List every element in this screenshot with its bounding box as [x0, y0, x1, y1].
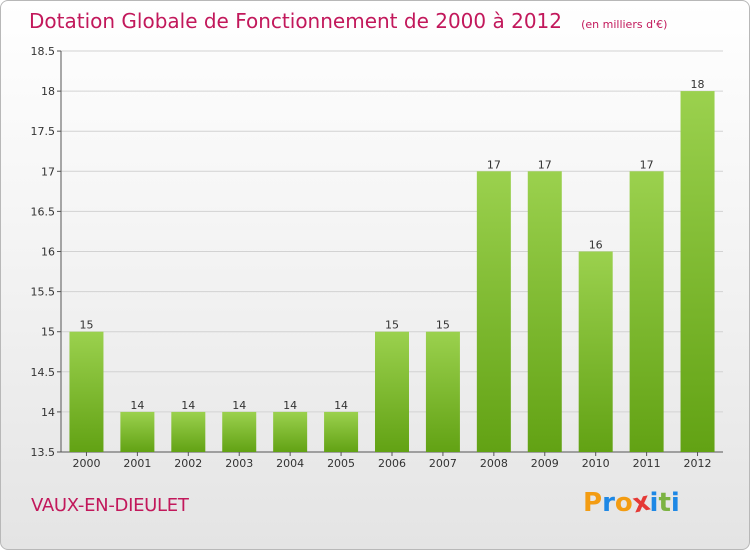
- location-name: VAUX-EN-DIEULET: [31, 495, 189, 516]
- bar-value-label: 14: [130, 399, 144, 412]
- bar-value-label: 18: [691, 78, 705, 91]
- logo-letter: t: [658, 488, 671, 518]
- proxiti-logo[interactable]: Proxiti: [583, 487, 680, 520]
- bar-value-label: 14: [232, 399, 246, 412]
- bar-2011: [629, 171, 664, 453]
- logo-letter: i: [649, 488, 659, 518]
- bar-value-label: 15: [436, 319, 450, 332]
- bar-2006: [375, 331, 409, 452]
- bar-value-label: 16: [589, 239, 603, 252]
- bar-value-label: 14: [334, 399, 348, 412]
- x-tick-label: 2004: [276, 457, 304, 470]
- bar-value-label: 17: [487, 158, 501, 171]
- logo-letter: P: [583, 488, 603, 518]
- y-tick-label: 15.5: [31, 286, 56, 299]
- logo-letter: i: [670, 488, 680, 518]
- logo-letter: o: [614, 488, 633, 518]
- bar-2007: [425, 331, 460, 452]
- x-tick-label: 2010: [582, 457, 610, 470]
- x-tick-label: 2007: [429, 457, 457, 470]
- y-tick-label: 13.5: [31, 446, 56, 459]
- bar-2005: [324, 411, 359, 452]
- bar-2002: [171, 411, 206, 452]
- x-tick-label: 2001: [123, 457, 151, 470]
- y-tick-label: 14: [41, 406, 55, 419]
- bar-2001: [120, 411, 155, 452]
- title-row: Dotation Globale de Fonctionnement de 20…: [29, 9, 667, 33]
- y-tick-label: 14.5: [31, 366, 56, 379]
- bar-2008: [476, 171, 511, 453]
- y-tick-label: 16.5: [31, 205, 56, 218]
- x-tick-label: 2009: [531, 457, 559, 470]
- chart-subtitle: (en milliers d'€): [581, 18, 668, 31]
- x-tick-label: 2002: [174, 457, 202, 470]
- y-tick-label: 18: [41, 85, 55, 98]
- x-tick-label: 2005: [327, 457, 355, 470]
- x-tick-label: 2012: [684, 457, 712, 470]
- y-tick-label: 16: [41, 246, 55, 259]
- bar-value-label: 14: [181, 399, 195, 412]
- y-tick-label: 15: [41, 326, 55, 339]
- bar-2003: [222, 411, 257, 452]
- bar-2004: [273, 411, 308, 452]
- bar-value-label: 17: [640, 158, 654, 171]
- x-tick-label: 2011: [633, 457, 661, 470]
- x-tick-label: 2000: [72, 457, 100, 470]
- x-tick-label: 2003: [225, 457, 253, 470]
- logo-letter: r: [602, 488, 615, 518]
- bar-value-label: 15: [79, 319, 93, 332]
- x-tick-label: 2006: [378, 457, 406, 470]
- bar-2010: [578, 251, 613, 452]
- chart-title: Dotation Globale de Fonctionnement de 20…: [29, 9, 562, 33]
- bar-value-label: 15: [385, 319, 399, 332]
- bar-2012: [680, 91, 715, 452]
- bar-2000: [69, 331, 104, 452]
- y-tick-label: 17.5: [31, 125, 56, 138]
- x-tick-label: 2008: [480, 457, 508, 470]
- y-tick-label: 18.5: [31, 45, 56, 58]
- bar-value-label: 17: [538, 158, 552, 171]
- y-tick-label: 17: [41, 165, 55, 178]
- bar-value-label: 14: [283, 399, 297, 412]
- bar-2009: [527, 171, 562, 453]
